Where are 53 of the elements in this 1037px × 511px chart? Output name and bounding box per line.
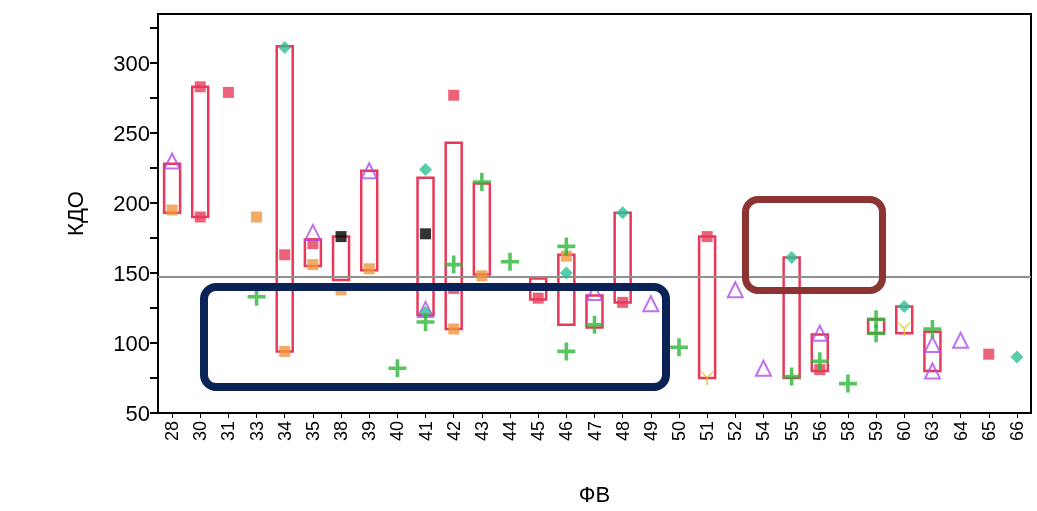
bar <box>275 44 294 353</box>
bar <box>613 211 632 304</box>
bar <box>895 305 914 335</box>
x-tick-label: 54 <box>753 421 774 442</box>
x-tick-label: 55 <box>781 421 802 442</box>
y-tick-label: 300 <box>113 50 150 76</box>
x-tick-label: 35 <box>302 421 323 442</box>
x-tick-label: 64 <box>950 421 971 442</box>
x-tick-label: 41 <box>415 421 436 442</box>
x-tick-label: 46 <box>556 421 577 442</box>
y-tick-label: 200 <box>113 190 150 216</box>
y-tick-label: 100 <box>113 330 150 356</box>
bar <box>585 294 604 329</box>
x-tick-label: 31 <box>218 421 239 442</box>
x-tick-label: 63 <box>922 421 943 442</box>
x-tick-label: 59 <box>866 421 887 442</box>
bar <box>162 162 182 215</box>
x-tick-label: 50 <box>668 421 689 442</box>
bar <box>697 235 717 380</box>
bar <box>190 85 210 219</box>
y-tick-label: 50 <box>125 400 150 426</box>
bar <box>359 169 379 272</box>
x-tick-label: 58 <box>837 421 858 442</box>
x-tick-label: 34 <box>274 421 295 442</box>
y-tick-label: 250 <box>113 120 150 146</box>
x-tick-label: 66 <box>1006 421 1027 442</box>
bar <box>810 333 830 373</box>
x-axis-title: ФВ <box>578 481 611 507</box>
x-tick-label: 33 <box>246 421 267 442</box>
bar <box>782 256 801 380</box>
x-tick-label: 43 <box>471 421 492 442</box>
x-tick-label: 47 <box>584 421 605 442</box>
x-tick-label: 28 <box>162 421 183 442</box>
x-tick-label: 30 <box>190 421 211 442</box>
x-tick-label: 49 <box>640 421 661 442</box>
x-tick-label: 39 <box>359 421 380 442</box>
x-tick-label: 38 <box>331 421 352 442</box>
x-tick-label: 48 <box>612 421 633 442</box>
bar <box>331 235 351 282</box>
x-tick-label: 65 <box>978 421 999 442</box>
x-tick-label: 42 <box>443 421 464 442</box>
y-axis-title: КДО <box>62 191 88 236</box>
x-tick-label: 51 <box>697 421 718 442</box>
x-tick-label: 45 <box>528 421 549 442</box>
x-tick-label: 60 <box>894 421 915 442</box>
x-tick-label: 56 <box>809 421 830 442</box>
bar <box>472 182 492 276</box>
x-tick-label: 52 <box>725 421 746 442</box>
bar <box>444 141 463 331</box>
x-tick-label: 44 <box>500 421 521 442</box>
y-tick-label: 150 <box>113 260 150 286</box>
bar <box>416 176 435 317</box>
x-tick-label: 40 <box>387 421 408 442</box>
